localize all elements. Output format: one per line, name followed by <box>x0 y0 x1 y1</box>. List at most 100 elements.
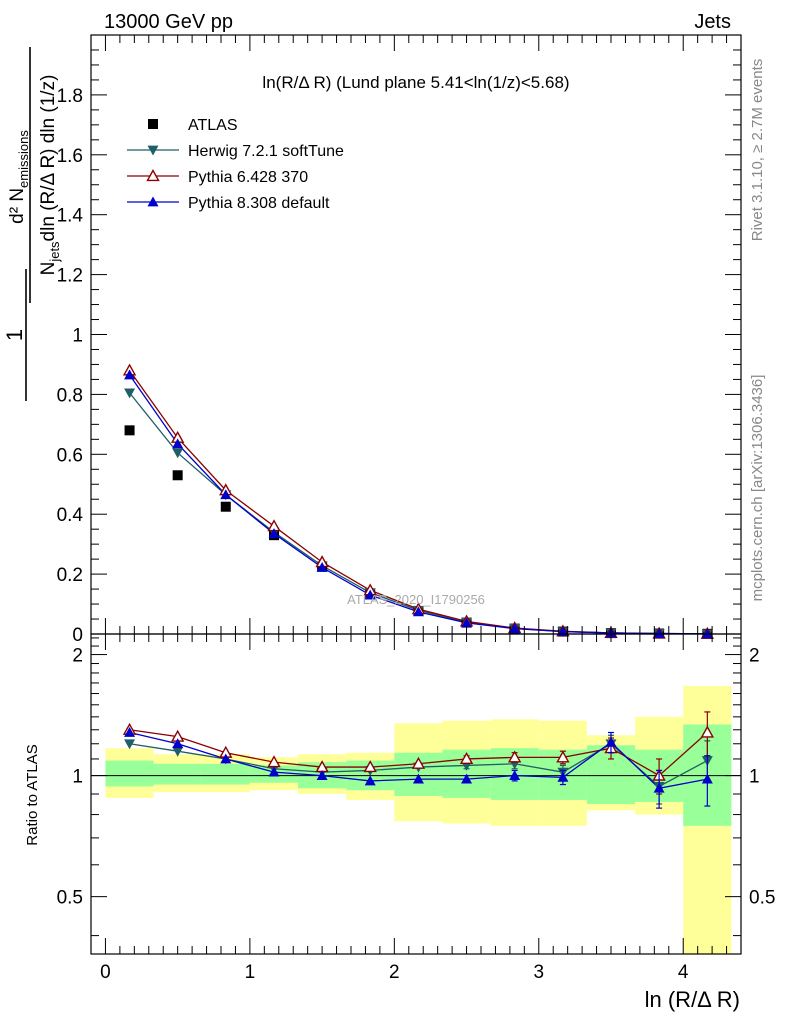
ratio-y-axis-label: Ratio to ATLAS <box>24 744 41 845</box>
ylabel-denominator: Njetsdln (R/Δ R) dln (1/z) <box>38 75 62 276</box>
main-y-tick-label: 0.4 <box>57 505 84 526</box>
ratio-data-point <box>316 770 328 781</box>
ratio-data-point <box>507 750 522 763</box>
ratio-data-point <box>701 773 713 784</box>
ratio-data-point <box>411 756 426 769</box>
ratio-data-point <box>459 752 474 765</box>
main-ticks <box>91 34 742 635</box>
ratio-inner-band <box>105 760 154 787</box>
x-tick-label: 1 <box>245 962 256 983</box>
main-data-point <box>509 623 521 634</box>
ratio-data-point <box>364 775 376 786</box>
ratio-data-point <box>653 782 665 793</box>
ratio-inner-band <box>201 763 250 785</box>
ratio-y-tick-label-right: 2 <box>749 646 760 667</box>
ratio-x-tick-labels: 0 1 2 3 4 <box>100 962 689 983</box>
legend-marker <box>146 169 160 182</box>
watermark: ATLAS_2020_I1790256 <box>347 592 485 607</box>
ylabel-numerator-main: d² N <box>7 188 28 224</box>
legend-entry: Pythia 6.428 370 <box>188 169 308 186</box>
ylabel-frac-one: 1 <box>2 329 27 341</box>
legend-marker <box>148 119 158 129</box>
energy-label: 13000 GeV pp <box>104 11 233 33</box>
main-title: ln(R/Δ R) (Lund plane 5.41<ln(1/z)<5.68) <box>262 73 569 92</box>
main-data-point <box>461 617 473 628</box>
main-data-point <box>220 501 231 512</box>
main-y-tick-label: 1.8 <box>57 86 83 107</box>
ratio-data-point <box>461 773 473 784</box>
ratio-data-point <box>412 773 424 784</box>
ratio-data-point <box>172 738 184 749</box>
ratio-data-point <box>267 755 281 768</box>
legend-marker <box>147 196 159 207</box>
ratio-markers <box>122 711 715 809</box>
main-data-point <box>268 528 280 539</box>
ratio-data-point <box>220 753 232 764</box>
legend-entry: Pythia 8.308 default <box>188 195 330 212</box>
rivet-label: Rivet 3.1.10, ≥ 2.7M events <box>749 59 766 242</box>
x-tick-label: 2 <box>389 962 400 983</box>
ratio-y-tick-labels: 0.5 0.5 1 1 2 2 <box>57 646 776 909</box>
ratio-data-point <box>124 739 136 750</box>
ratio-data-point <box>124 726 136 737</box>
main-data-point <box>653 628 665 638</box>
x-tick-label: 3 <box>533 962 544 983</box>
main-markers <box>122 363 715 640</box>
main-data-point <box>172 470 183 481</box>
main-y-tick-label: 0 <box>72 625 83 646</box>
main-data-point <box>172 448 184 459</box>
ratio-data-point <box>700 725 715 738</box>
main-y-tick-label: 1 <box>72 326 83 347</box>
x-tick-label: 4 <box>678 962 689 983</box>
main-data-point <box>124 425 135 436</box>
x-axis-label: ln (R/Δ R) <box>645 987 740 1012</box>
main-data-point <box>364 589 376 600</box>
legend-entry: ATLAS <box>188 117 238 134</box>
main-y-tick-label: 1.6 <box>57 146 83 167</box>
main-y-tick-label: 0.2 <box>57 565 83 586</box>
main-y-tick-labels: 0 0.2 0.4 0.6 0.8 1 1.2 1.4 1.6 1.8 <box>57 86 84 646</box>
ratio-bands <box>105 686 732 954</box>
ratio-data-point <box>268 766 280 777</box>
main-data-point <box>316 562 328 572</box>
process-label: Jets <box>694 11 731 33</box>
main-y-tick-label: 0.6 <box>57 445 83 466</box>
legend-entry: Herwig 7.2.1 softTune <box>188 143 344 160</box>
ratio-data-point <box>172 746 184 757</box>
main-data-point <box>412 606 424 617</box>
main-y-tick-label: 1.2 <box>57 266 83 287</box>
legend-marker <box>147 145 159 156</box>
ratio-panel: 0.5 0.5 1 1 2 2 0 1 2 3 4 <box>57 633 776 983</box>
ratio-data-point <box>509 770 521 781</box>
ratio-ticks <box>91 634 742 954</box>
ratio-y-tick-label-right: 0.5 <box>749 888 775 909</box>
x-tick-label: 0 <box>100 962 111 983</box>
main-data-point <box>220 489 232 500</box>
ratio-y-tick-label: 2 <box>72 646 83 667</box>
ratio-data-point <box>605 736 617 747</box>
main-y-tick-label: 1.4 <box>57 206 84 227</box>
ylabel-denominator-sub: jets <box>47 241 62 263</box>
main-y-tick-label: 0.8 <box>57 385 83 406</box>
main-panel: 0 0.2 0.4 0.6 0.8 1 1.2 1.4 1.6 1.8 <box>57 34 742 646</box>
ylabel-denominator-rest: dln (R/Δ R) dln (1/z) <box>38 75 59 242</box>
main-data-point <box>124 388 136 399</box>
ratio-data-point <box>557 771 569 782</box>
ratio-y-tick-label: 1 <box>72 767 83 788</box>
ratio-y-tick-label: 0.5 <box>57 888 83 909</box>
main-data-point <box>701 628 713 639</box>
ratio-y-tick-label-right: 1 <box>749 767 760 788</box>
legend: ATLAS Herwig 7.2.1 softTune Pythia 6.428 3… <box>127 117 344 212</box>
mcplots-label: mcplots.cern.ch [arXiv:1306.3436] <box>749 375 766 602</box>
ylabel-denominator-n: N <box>38 262 59 276</box>
ylabel-numerator: d² Nemissions <box>7 130 31 224</box>
main-y-axis-label: 1 <box>2 269 27 401</box>
main-data-point <box>172 438 184 449</box>
main-data-point <box>124 369 136 380</box>
ratio-data-point <box>556 750 570 763</box>
ratio-data-point <box>363 760 377 773</box>
main-y-axis-label-fraction: d² Nemissions Njetsdln (R/Δ R) dln (1/z) <box>7 47 62 303</box>
ylabel-numerator-sub: emissions <box>16 130 31 188</box>
ratio-inner-band <box>153 763 202 785</box>
